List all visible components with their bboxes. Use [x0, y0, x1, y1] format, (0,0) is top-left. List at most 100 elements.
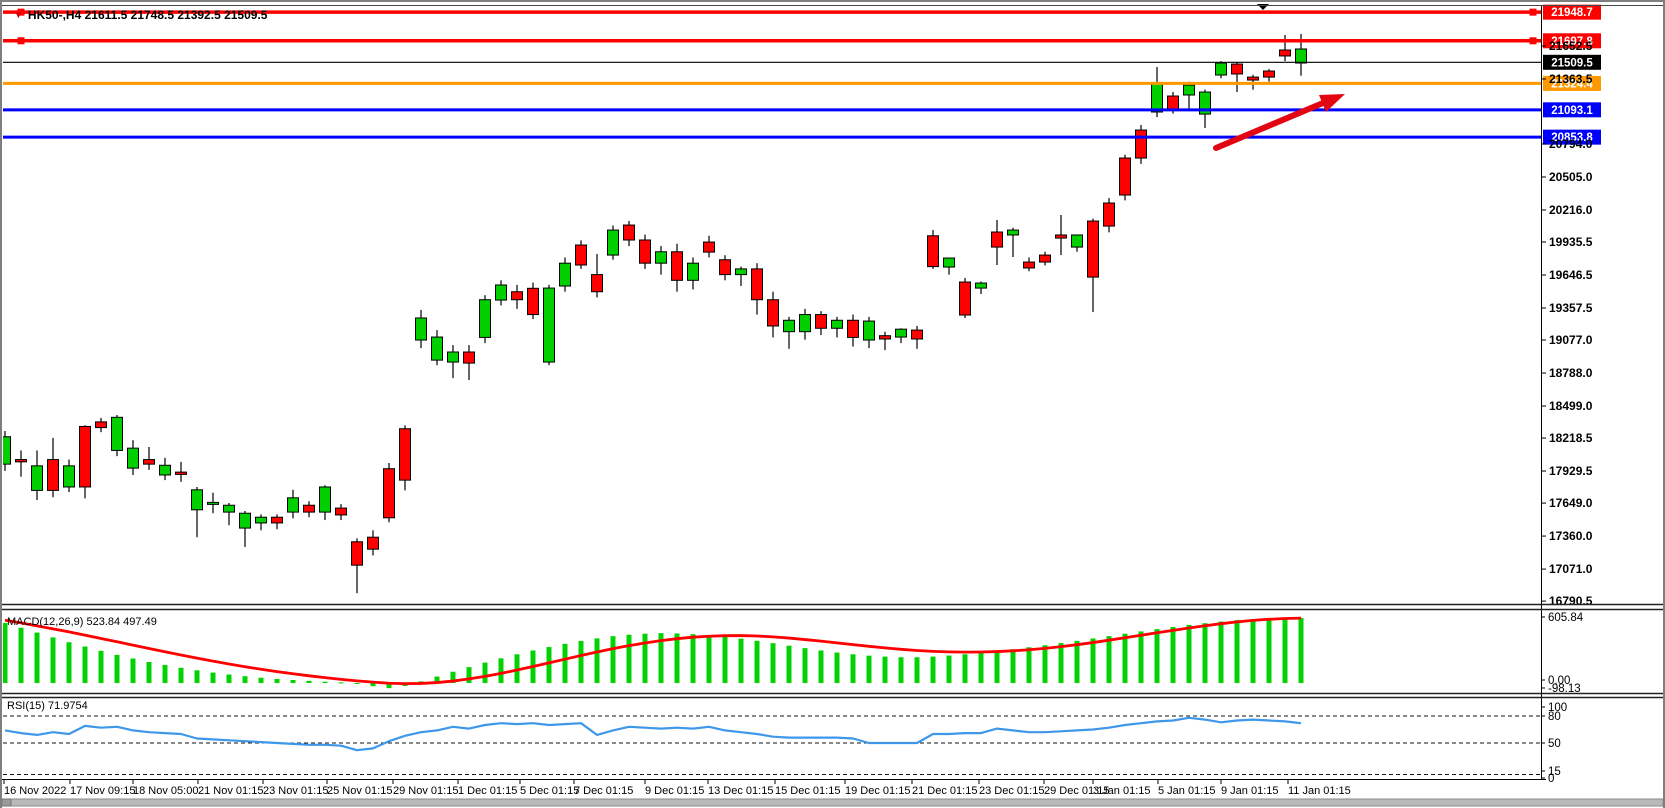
price-tick-label: 21363.5 [1549, 72, 1593, 86]
candle-bear [959, 281, 971, 316]
scrollbar-corner[interactable] [1, 798, 12, 807]
candle-bull [863, 320, 875, 341]
candle-bear [143, 459, 155, 465]
candle-bull [287, 497, 299, 513]
candle-bull [543, 287, 555, 363]
hline-handle[interactable] [17, 37, 25, 45]
candle-bear [367, 536, 379, 550]
candle-bear [879, 335, 891, 340]
candle-bull [63, 465, 75, 488]
macd-axis-label: 0.00 [1548, 675, 1570, 687]
price-tick-label: 20794.0 [1549, 137, 1593, 151]
candle-bull [111, 416, 123, 451]
time-tick-label: 5 Dec 01:15 [520, 785, 579, 797]
candle-bear [591, 274, 603, 293]
time-tick-label: 15 Dec 01:15 [775, 785, 840, 797]
price-tick-label: 21652.5 [1549, 39, 1593, 53]
candle-bear [335, 507, 347, 516]
hline-21948.7[interactable] [3, 8, 1541, 16]
rsi-axis-label: 0 [1548, 773, 1554, 785]
candle-bear [1231, 63, 1243, 75]
candle-bear [815, 314, 827, 329]
candle-bear [703, 241, 715, 253]
price-badge: 21093.1 [1543, 102, 1601, 118]
candle-bull [495, 284, 507, 301]
horizontal-scrollbar[interactable] [1, 798, 1664, 807]
macd-signal-line [4, 616, 1302, 686]
candle-bear [847, 319, 859, 338]
chart-shift-marker-icon[interactable] [1257, 4, 1269, 10]
price-tick-label: 16790.5 [1549, 594, 1593, 608]
candle-bear [1279, 49, 1291, 57]
candle-bear [383, 468, 395, 519]
candle-bull [1215, 62, 1227, 76]
window-border-left [0, 0, 2, 808]
candle-bear [351, 541, 363, 566]
price-badge: 20853.8 [1543, 129, 1601, 145]
trend-arrow[interactable] [1213, 94, 1345, 151]
candle-bull [1071, 234, 1083, 248]
candle-bear [1135, 129, 1147, 159]
candle-bear [1103, 202, 1115, 227]
hline-21697.8[interactable] [3, 37, 1541, 45]
candle-bear [1055, 234, 1067, 239]
candle-bear [719, 259, 731, 276]
candle-bear [623, 224, 635, 241]
candle-bear [1039, 254, 1051, 263]
macd-histogram [3, 617, 1304, 689]
hline-handle[interactable] [17, 8, 25, 16]
candle-bear [511, 291, 523, 301]
candles-layer[interactable] [0, 33, 1307, 594]
time-tick-label: 29 Dec 01:15 [1044, 785, 1109, 797]
rsi-axis-label: 100 [1548, 702, 1567, 714]
price-tick-label: 19077.0 [1549, 333, 1593, 347]
candle-bull [975, 282, 987, 289]
price-tick-label: 19357.5 [1549, 301, 1593, 315]
macd-axis-label: 605.84 [1548, 612, 1584, 624]
time-tick-label: 23 Dec 01:15 [979, 785, 1044, 797]
candle-bull [3, 436, 11, 465]
candle-bear [95, 421, 107, 429]
rsi-indicator-label: RSI(15) 71.9754 [7, 700, 88, 712]
candle-bull [687, 262, 699, 281]
candle-bull [607, 229, 619, 256]
time-tick-label: 3 Jan 01:15 [1093, 785, 1151, 797]
price-tick-label: 19935.5 [1549, 235, 1593, 249]
candle-bear [1247, 76, 1259, 81]
candle-bear [527, 287, 539, 316]
candle-bear [463, 351, 475, 364]
window-border-top [0, 0, 1665, 2]
time-tick-label: 16 Nov 2022 [4, 785, 66, 797]
time-tick-label: 29 Nov 01:15 [393, 785, 458, 797]
svg-text:21324.4: 21324.4 [1551, 78, 1593, 90]
candle-bull [1295, 48, 1307, 64]
price-tick-label: 20216.0 [1549, 203, 1593, 217]
candle-bear [1087, 220, 1099, 278]
time-tick-label: 9 Jan 01:15 [1221, 785, 1279, 797]
price-badge: 21509.5 [1543, 54, 1601, 70]
candle-bull [799, 314, 811, 333]
symbol-dropdown-icon[interactable]: ▼ [14, 10, 23, 20]
candle-bull [207, 501, 219, 505]
price-tick-label: 20505.0 [1549, 170, 1593, 184]
svg-text:21948.7: 21948.7 [1551, 7, 1593, 19]
price-tick-label: 18788.0 [1549, 366, 1593, 380]
hline-handle[interactable] [1529, 37, 1537, 45]
time-tick-label: 9 Dec 01:15 [645, 785, 704, 797]
price-tick-label: 17649.0 [1549, 496, 1593, 510]
price-tick-label: 18218.5 [1549, 431, 1593, 445]
price-badge: 21324.4 [1543, 75, 1601, 91]
candle-bear [15, 459, 27, 463]
candle-bull [239, 512, 251, 529]
candle-bull [831, 319, 843, 329]
hline-handle[interactable] [1529, 8, 1537, 16]
candle-bull [1183, 84, 1195, 96]
price-tick-label: 17360.0 [1549, 529, 1593, 543]
rsi-axis-label: 15 [1548, 766, 1561, 778]
candle-bull [479, 299, 491, 338]
window-border-right [1663, 0, 1665, 808]
svg-text:21697.8: 21697.8 [1551, 36, 1593, 48]
candle-bear [767, 299, 779, 327]
